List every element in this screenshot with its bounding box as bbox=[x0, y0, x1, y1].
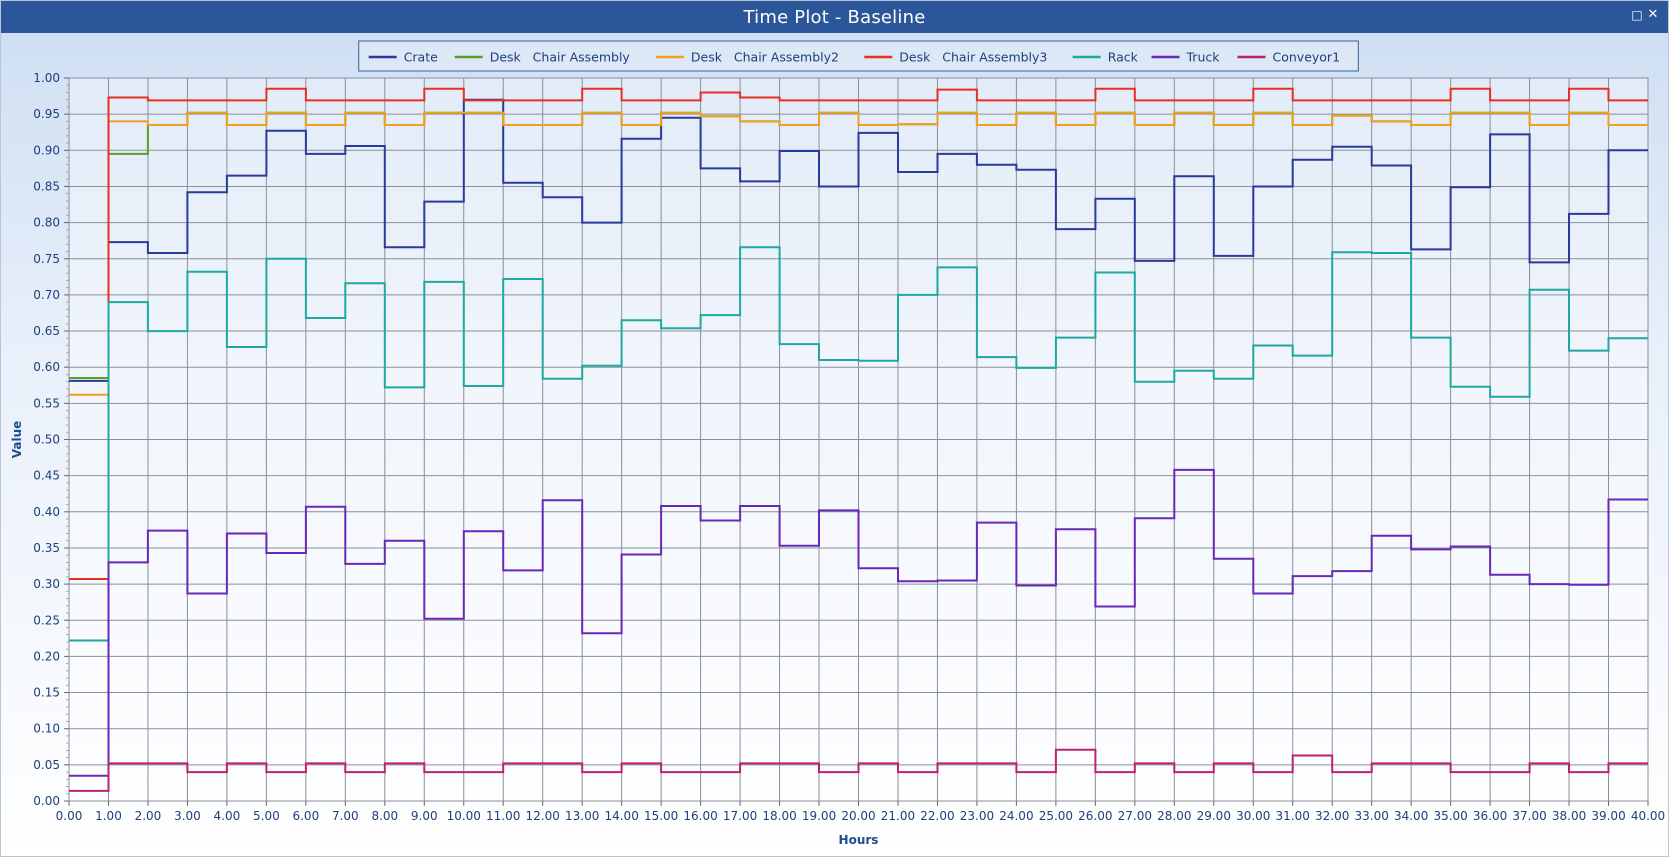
y-axis-title: Value bbox=[10, 421, 24, 459]
x-tick-label: 12.00 bbox=[526, 809, 560, 823]
y-tick-label: 0.10 bbox=[33, 722, 60, 736]
grid-lines bbox=[68, 77, 1649, 802]
x-tick-label: 39.00 bbox=[1591, 809, 1625, 823]
x-tick-label: 34.00 bbox=[1394, 809, 1428, 823]
legend-entry: Desk Chair Assembly bbox=[490, 50, 631, 65]
x-axis-title: Hours bbox=[839, 833, 879, 847]
chart-legend: Crate Desk Chair Assembly Desk Chair Assem… bbox=[358, 40, 1359, 72]
y-tick-label: 0.55 bbox=[33, 396, 60, 410]
y-tick-label: 0.50 bbox=[33, 433, 60, 447]
legend-entry: Desk Chair Assembly2 bbox=[691, 50, 839, 65]
x-tick-label: 18.00 bbox=[762, 809, 796, 823]
x-tick-label: 25.00 bbox=[1039, 809, 1073, 823]
plot-area: Crate Desk Chair Assembly Desk Chair Assem… bbox=[1, 33, 1668, 856]
x-tick-label: 32.00 bbox=[1315, 809, 1349, 823]
x-tick-label: 16.00 bbox=[683, 809, 717, 823]
y-tick-label: 0.80 bbox=[33, 216, 60, 230]
x-tick-label: 24.00 bbox=[999, 809, 1033, 823]
x-tick-label: 7.00 bbox=[332, 809, 359, 823]
window-title: Time Plot - Baseline bbox=[743, 6, 926, 28]
x-tick-label: 0.00 bbox=[56, 809, 83, 823]
restore-icon[interactable]: □ bbox=[1631, 8, 1643, 22]
x-tick-label: 31.00 bbox=[1276, 809, 1310, 823]
x-tick-label: 6.00 bbox=[292, 809, 319, 823]
y-tick-label: 1.00 bbox=[33, 71, 60, 85]
y-tick-label: 0.85 bbox=[33, 179, 60, 193]
y-tick-label: 0.20 bbox=[33, 649, 60, 663]
series-lines bbox=[69, 87, 1648, 792]
time-plot-chart: Crate Desk Chair Assembly Desk Chair Assem… bbox=[10, 40, 1665, 847]
y-tick-label: 0.75 bbox=[33, 252, 60, 266]
x-tick-label: 9.00 bbox=[411, 809, 438, 823]
x-tick-label: 20.00 bbox=[841, 809, 875, 823]
title-bar[interactable]: Time Plot - Baseline □ ✕ bbox=[1, 1, 1668, 33]
x-tick-label: 19.00 bbox=[802, 809, 836, 823]
legend-entry: Crate bbox=[404, 50, 438, 65]
x-tick-label: 11.00 bbox=[486, 809, 520, 823]
x-tick-label: 38.00 bbox=[1552, 809, 1586, 823]
series-line-truck bbox=[69, 468, 1648, 777]
x-tick-label: 10.00 bbox=[447, 809, 481, 823]
series-line-rack bbox=[69, 246, 1648, 642]
series-line-desk-chair-assembly2 bbox=[69, 111, 1648, 396]
series-line-crate bbox=[69, 98, 1648, 382]
legend-entry: Truck bbox=[1186, 50, 1221, 65]
y-axis-ticks: 0.00 0.05 0.10 0.15 0.20 0.25 0.30 0.35 0.40 0.45… bbox=[33, 71, 69, 808]
y-tick-label: 0.70 bbox=[33, 288, 60, 302]
y-tick-label: 0.35 bbox=[33, 541, 60, 555]
legend-entry: Rack bbox=[1108, 50, 1139, 65]
x-tick-label: 2.00 bbox=[135, 809, 162, 823]
y-tick-label: 0.05 bbox=[33, 758, 60, 772]
x-tick-label: 30.00 bbox=[1236, 809, 1270, 823]
x-tick-label: 5.00 bbox=[253, 809, 280, 823]
y-tick-label: 0.60 bbox=[33, 360, 60, 374]
x-tick-label: 15.00 bbox=[644, 809, 678, 823]
x-tick-label: 23.00 bbox=[960, 809, 994, 823]
y-tick-label: 0.65 bbox=[33, 324, 60, 338]
x-tick-label: 36.00 bbox=[1473, 809, 1507, 823]
y-tick-label: 0.25 bbox=[33, 613, 60, 627]
x-tick-label: 1.00 bbox=[95, 809, 122, 823]
x-tick-label: 3.00 bbox=[174, 809, 201, 823]
x-tick-label: 14.00 bbox=[604, 809, 638, 823]
y-tick-label: 0.95 bbox=[33, 107, 60, 121]
x-tick-label: 40.00 bbox=[1631, 809, 1665, 823]
x-tick-label: 22.00 bbox=[920, 809, 954, 823]
legend-box bbox=[358, 40, 1359, 72]
x-tick-label: 17.00 bbox=[723, 809, 757, 823]
y-tick-label: 0.40 bbox=[33, 505, 60, 519]
series-line-conveyor1 bbox=[69, 748, 1648, 792]
close-icon[interactable]: ✕ bbox=[1647, 7, 1659, 22]
y-tick-label: 0.45 bbox=[33, 469, 60, 483]
x-tick-label: 4.00 bbox=[214, 809, 241, 823]
x-tick-label: 13.00 bbox=[565, 809, 599, 823]
x-tick-label: 35.00 bbox=[1433, 809, 1467, 823]
x-tick-label: 29.00 bbox=[1197, 809, 1231, 823]
x-tick-label: 37.00 bbox=[1512, 809, 1546, 823]
legend-entry: Conveyor1 bbox=[1273, 50, 1341, 65]
x-tick-label: 8.00 bbox=[371, 809, 398, 823]
x-tick-label: 33.00 bbox=[1354, 809, 1388, 823]
x-tick-label: 27.00 bbox=[1118, 809, 1152, 823]
series-line-desk-chair-assembly3 bbox=[69, 87, 1648, 580]
y-tick-label: 0.90 bbox=[33, 143, 60, 157]
y-tick-label: 0.15 bbox=[33, 686, 60, 700]
x-tick-label: 28.00 bbox=[1157, 809, 1191, 823]
legend-entry: Desk Chair Assembly3 bbox=[899, 50, 1047, 65]
x-tick-label: 21.00 bbox=[881, 809, 915, 823]
x-tick-label: 26.00 bbox=[1078, 809, 1112, 823]
y-tick-label: 0.00 bbox=[33, 794, 60, 808]
x-axis-ticks: 0.00 1.00 2.00 3.00 4.00 5.00 6.00 7.00 8.00 9.00… bbox=[56, 801, 1665, 823]
y-tick-label: 0.30 bbox=[33, 577, 60, 591]
